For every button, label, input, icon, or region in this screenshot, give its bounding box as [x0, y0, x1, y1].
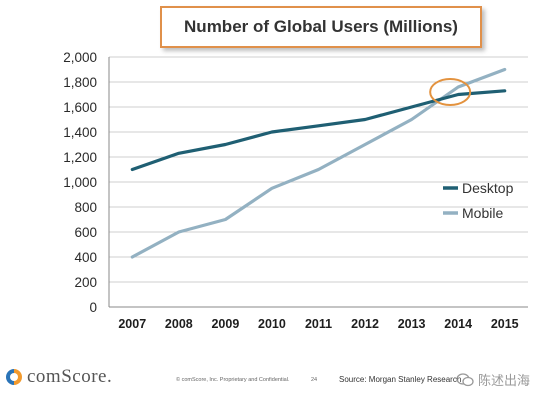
- watermark-text: 陈述出海: [478, 374, 531, 389]
- wechat-icon: [456, 372, 474, 387]
- annotation: [429, 78, 472, 106]
- x-tick-label: 2007: [118, 317, 146, 331]
- x-tick-label: 2008: [165, 317, 193, 331]
- page-number: 24: [311, 377, 318, 383]
- y-tick-label: 1,800: [63, 75, 97, 90]
- comscore-logo: comScore.: [6, 365, 112, 389]
- series-line-desktop: [130, 89, 507, 172]
- y-tick-label: 600: [74, 225, 97, 240]
- comscore-logo-text: comScore.: [27, 366, 113, 387]
- x-tick-label: 2011: [305, 317, 332, 331]
- copyright-text: © comScore, Inc. Proprietary and Confide…: [176, 377, 290, 383]
- x-axis-tick-labels: 2007 2008 2009 2010 2011 2012 2013 2014 2015: [118, 317, 518, 331]
- x-tick-label: 2010: [258, 317, 286, 331]
- y-tick-label: 200: [74, 275, 97, 290]
- watermark: 陈述出海: [456, 370, 530, 389]
- y-tick-label: 1,400: [63, 125, 97, 140]
- y-tick-label: 1,000: [63, 175, 97, 190]
- gridlines: [108, 56, 528, 308]
- x-tick-label: 2013: [398, 317, 426, 331]
- y-tick-label: 0: [89, 300, 97, 315]
- source-text: Source: Morgan Stanley Research: [339, 375, 462, 384]
- y-tick-label: 1,600: [63, 100, 97, 115]
- y-axis-tick-labels: 0 200 400 600 800 1,000 1,200 1,400 1,600 1,800 2,…: [63, 50, 97, 315]
- x-tick-label: 2015: [491, 317, 519, 331]
- x-tick-label: 2012: [351, 317, 379, 331]
- y-tick-label: 400: [74, 250, 97, 265]
- y-tick-label: 1,200: [63, 150, 97, 165]
- legend-label-desktop: Desktop: [462, 180, 514, 196]
- x-tick-label: 2014: [444, 317, 472, 331]
- x-tick-label: 2009: [211, 317, 239, 331]
- legend-label-mobile: Mobile: [462, 205, 503, 221]
- crossover-highlight-circle: [429, 78, 472, 106]
- series-lines: [130, 67, 507, 259]
- y-tick-label: 800: [74, 200, 97, 215]
- comscore-logo-icon: [6, 369, 22, 385]
- legend: Desktop Mobile: [443, 180, 514, 221]
- y-tick-label: 2,000: [63, 50, 97, 65]
- chart-title: Number of Global Users (Millions): [160, 6, 482, 48]
